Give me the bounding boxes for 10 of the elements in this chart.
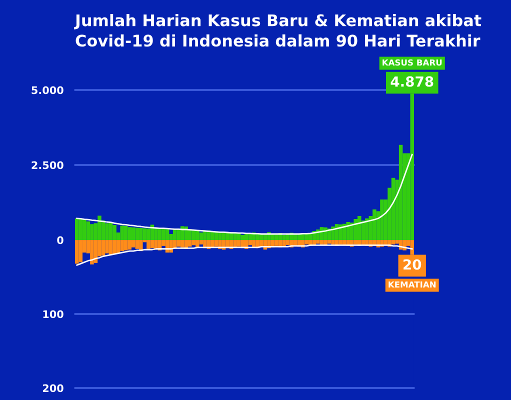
y-tick-label: 2.500 [32, 161, 64, 170]
y-tick-label: 0 [57, 236, 64, 244]
y-tick-label: 200 [42, 384, 64, 392]
text: KASUS BARU [382, 59, 442, 66]
y-tick-label: 100 [43, 310, 64, 318]
text: KEMATIAN [388, 281, 436, 288]
y-tick-label: 5.000 [32, 86, 64, 94]
data-label: 4.878 [390, 76, 434, 87]
data-label: 20 [404, 259, 422, 270]
chart-title: Jumlah Harian Kasus Baru & Kematian akibat Covid-19 di Indonesia dalam 90 Hari Terakhir [74, 14, 482, 47]
